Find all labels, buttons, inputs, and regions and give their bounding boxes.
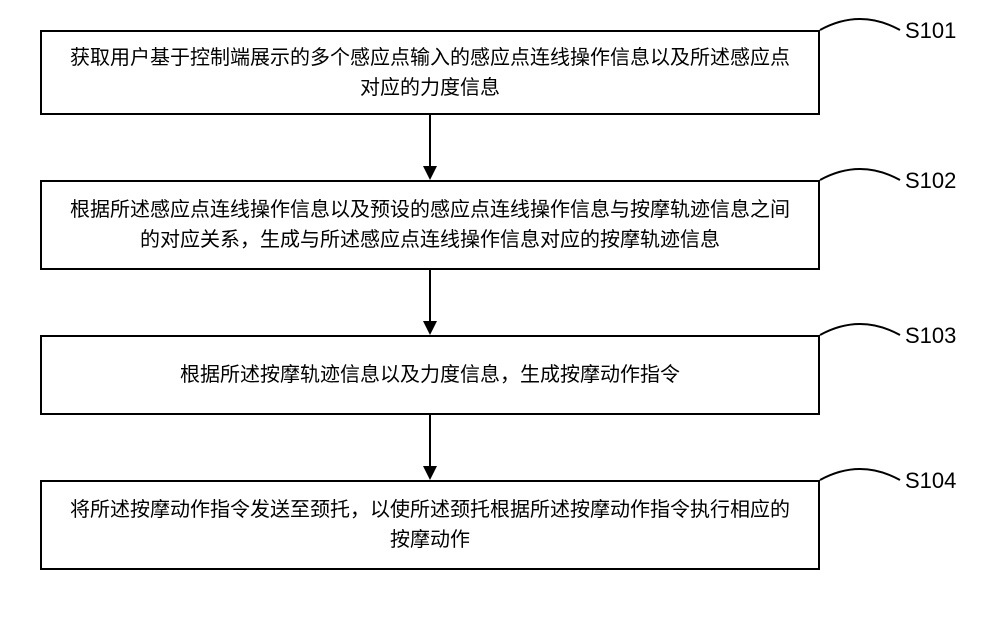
step-box-S104: 将所述按摩动作指令发送至颈托，以使所述颈托根据所述按摩动作指令执行相应的按摩动作 <box>40 480 820 570</box>
step-text: 将所述按摩动作指令发送至颈托，以使所述颈托根据所述按摩动作指令执行相应的按摩动作 <box>62 495 798 555</box>
arrow-line-1 <box>429 270 431 321</box>
step-box-S101: 获取用户基于控制端展示的多个感应点输入的感应点连线操作信息以及所述感应点对应的力… <box>40 30 820 115</box>
arrow-line-2 <box>429 415 431 466</box>
step-text: 获取用户基于控制端展示的多个感应点输入的感应点连线操作信息以及所述感应点对应的力… <box>62 43 798 103</box>
step-label-S101: S101 <box>905 18 956 44</box>
arrow-head-icon <box>423 166 437 180</box>
arrow-line-0 <box>429 115 431 166</box>
arrow-head-icon <box>423 321 437 335</box>
step-text: 根据所述感应点连线操作信息以及预设的感应点连线操作信息与按摩轨迹信息之间的对应关… <box>62 195 798 255</box>
step-label-S103: S103 <box>905 323 956 349</box>
step-label-S104: S104 <box>905 468 956 494</box>
step-text: 根据所述按摩轨迹信息以及力度信息，生成按摩动作指令 <box>180 360 680 390</box>
flowchart-canvas: 获取用户基于控制端展示的多个感应点输入的感应点连线操作信息以及所述感应点对应的力… <box>0 0 1000 622</box>
arrow-head-icon <box>423 466 437 480</box>
step-box-S102: 根据所述感应点连线操作信息以及预设的感应点连线操作信息与按摩轨迹信息之间的对应关… <box>40 180 820 270</box>
step-box-S103: 根据所述按摩轨迹信息以及力度信息，生成按摩动作指令 <box>40 335 820 415</box>
step-label-S102: S102 <box>905 168 956 194</box>
